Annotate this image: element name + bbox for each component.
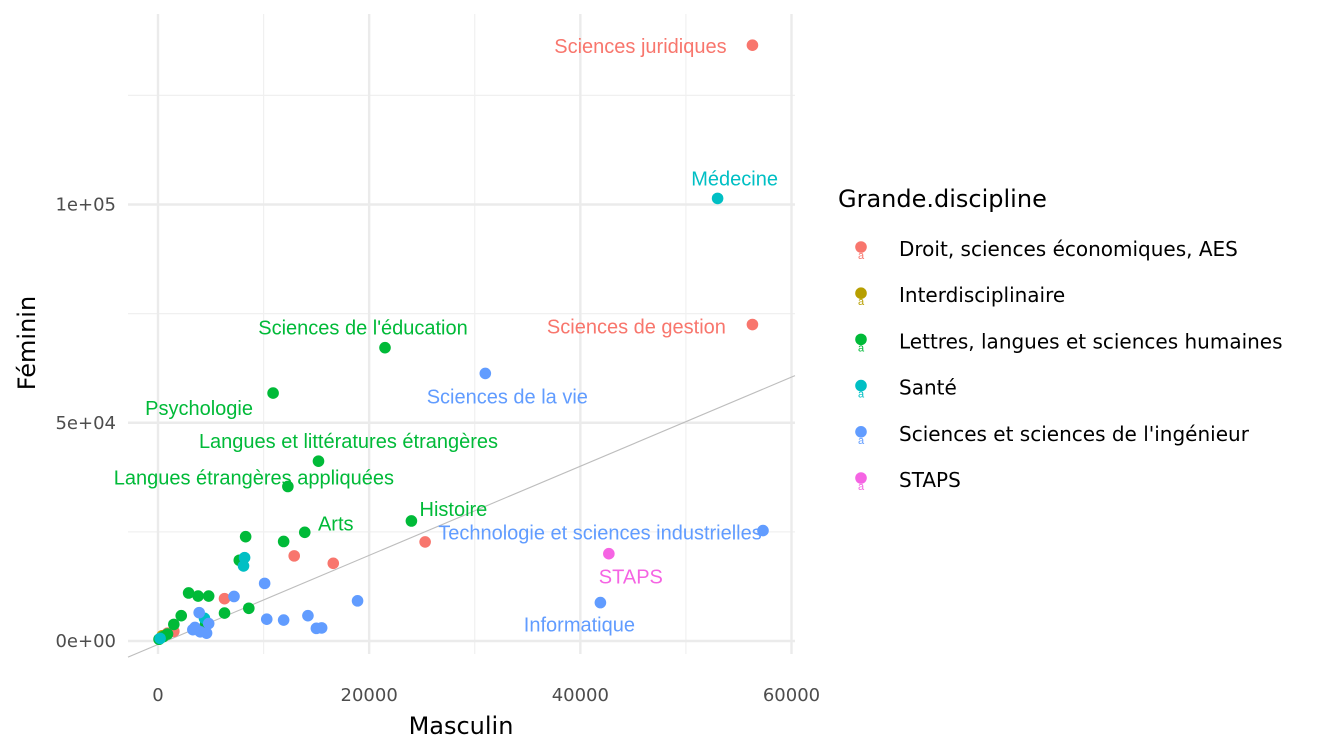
- data-point: [192, 590, 204, 602]
- legend-label: STAPS: [899, 468, 961, 492]
- data-point: [746, 318, 759, 331]
- reference-line: [127, 375, 796, 658]
- legend-key-glyph: a: [858, 296, 865, 308]
- legend-key-glyph: a: [858, 435, 865, 447]
- legend: Grande.discipline a Droit, sciences écono…: [838, 185, 1283, 493]
- data-point: [312, 455, 325, 467]
- data-point: [200, 627, 213, 639]
- x-axis-title: Masculin: [409, 712, 514, 740]
- data-point: [757, 524, 769, 537]
- legend-key-glyph: a: [858, 250, 865, 262]
- data-point: [379, 341, 391, 354]
- data-point: [288, 550, 301, 562]
- legend-key-glyph: a: [858, 389, 865, 401]
- point-label: Arts: [318, 513, 354, 535]
- data-point: [419, 536, 431, 548]
- legend-entry: a STAPS: [855, 468, 961, 493]
- legend-key: [855, 379, 867, 392]
- legend-key-glyph: a: [858, 481, 865, 493]
- y-tick-label: 0e+00: [55, 631, 116, 652]
- x-tick-label: 60000: [763, 685, 820, 706]
- point-label: Sciences juridiques: [554, 36, 726, 58]
- data-point: [182, 587, 195, 599]
- data-point: [351, 595, 364, 607]
- point-label: Médecine: [691, 168, 778, 190]
- data-point: [277, 535, 290, 548]
- legend-label: Interdisciplinaire: [899, 283, 1065, 307]
- data-point: [154, 632, 166, 645]
- data-point: [298, 526, 311, 539]
- data-point: [594, 596, 607, 609]
- data-point: [258, 577, 271, 590]
- data-point: [260, 613, 273, 625]
- legend-key: [855, 287, 867, 300]
- legend-key: [855, 333, 867, 346]
- data-point: [189, 621, 201, 634]
- data-point: [405, 515, 418, 527]
- legend-key: [855, 426, 867, 438]
- legend-key-glyph: a: [858, 342, 865, 354]
- data-point: [327, 557, 340, 570]
- data-point: [243, 602, 255, 615]
- data-point: [202, 617, 215, 630]
- legend-entry: a Droit, sciences économiques, AES: [855, 237, 1238, 262]
- data-point: [603, 547, 615, 560]
- data-point: [228, 590, 240, 603]
- data-point: [237, 560, 250, 572]
- data-point: [175, 609, 188, 622]
- point-labels: Sciences juridiques Sciences de gestion Sc…: [114, 36, 778, 636]
- legend-entry: a Santé: [855, 376, 957, 401]
- y-axis-ticks: 0e+00 5e+04 1e+05: [55, 195, 116, 653]
- legend-key: [855, 241, 867, 253]
- data-point: [746, 39, 759, 51]
- point-label: Technologie et sciences industrielles: [438, 523, 762, 545]
- point-label: Sciences de la vie: [427, 386, 588, 408]
- legend-entries: a Droit, sciences économiques, AES a Interd…: [855, 237, 1283, 493]
- data-points: [153, 39, 769, 646]
- x-tick-label: 0: [152, 685, 163, 706]
- data-point: [202, 590, 215, 602]
- data-point: [282, 480, 294, 493]
- legend-label: Droit, sciences économiques, AES: [899, 237, 1238, 261]
- x-tick-label: 40000: [552, 685, 609, 706]
- reference-line-layer: [127, 375, 796, 658]
- x-tick-label: 20000: [341, 685, 398, 706]
- point-label: Psychologie: [145, 398, 253, 420]
- point-label: Sciences de l'éducation: [258, 318, 468, 340]
- y-tick-label: 5e+04: [55, 413, 116, 434]
- data-point: [218, 607, 231, 619]
- data-point: [168, 618, 180, 631]
- point-label: STAPS: [599, 567, 663, 589]
- data-point: [302, 609, 314, 622]
- legend-label: Santé: [899, 376, 957, 400]
- data-point: [239, 530, 252, 543]
- point-label: Informatique: [524, 615, 635, 637]
- data-point: [277, 614, 290, 626]
- legend-key: [855, 472, 867, 484]
- legend-title: Grande.discipline: [838, 185, 1047, 213]
- data-point: [315, 622, 328, 634]
- point-label: Langues et littératures étrangères: [199, 431, 498, 453]
- data-point: [267, 387, 279, 399]
- point-label: Langues étrangères appliquées: [114, 467, 394, 489]
- data-point: [711, 192, 724, 205]
- legend-label: Sciences et sciences de l'ingénieur: [899, 422, 1250, 446]
- legend-label: Lettres, langues et sciences humaines: [899, 329, 1283, 353]
- legend-entry: a Interdisciplinaire: [855, 283, 1065, 308]
- point-label: Sciences de gestion: [547, 317, 726, 339]
- legend-entry: a Lettres, langues et sciences humaines: [855, 329, 1283, 354]
- x-axis-ticks: 0 20000 40000 60000: [152, 685, 820, 706]
- y-axis-title: Féminin: [13, 296, 41, 390]
- y-tick-label: 1e+05: [55, 195, 116, 216]
- plot-grid: [128, 14, 795, 654]
- data-point: [193, 606, 205, 619]
- data-point: [218, 592, 231, 605]
- point-label: Histoire: [420, 499, 488, 521]
- data-point: [479, 367, 492, 380]
- legend-entry: a Sciences et sciences de l'ingénieur: [855, 422, 1250, 447]
